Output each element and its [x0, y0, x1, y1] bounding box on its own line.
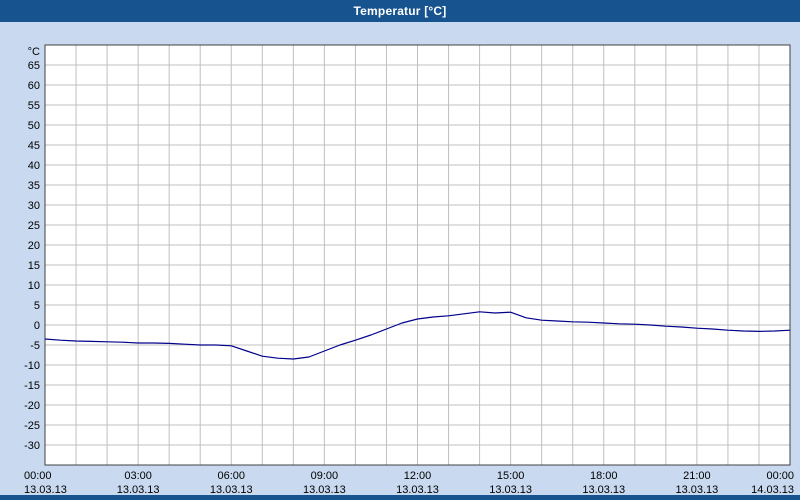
svg-text:00:00: 00:00 — [24, 470, 52, 482]
svg-text:13.03.13: 13.03.13 — [117, 484, 160, 495]
svg-text:25: 25 — [28, 220, 40, 232]
svg-text:15:00: 15:00 — [497, 470, 525, 482]
svg-text:13.03.13: 13.03.13 — [303, 484, 346, 495]
svg-text:12:00: 12:00 — [404, 470, 432, 482]
y-axis-labels: °C65605550454035302520151050-5-10-15-20-… — [24, 46, 40, 452]
svg-text:-10: -10 — [24, 360, 40, 372]
svg-text:15: 15 — [28, 260, 40, 272]
window-title: Temperatur [°C] — [353, 4, 447, 18]
svg-text:55: 55 — [28, 100, 40, 112]
svg-text:13.03.13: 13.03.13 — [396, 484, 439, 495]
svg-text:50: 50 — [28, 120, 40, 132]
svg-text:60: 60 — [28, 80, 40, 92]
svg-text:21:00: 21:00 — [683, 470, 711, 482]
svg-text:13.03.13: 13.03.13 — [210, 484, 253, 495]
chart-grid — [45, 45, 790, 465]
svg-text:18:00: 18:00 — [590, 470, 618, 482]
svg-text:13.03.13: 13.03.13 — [582, 484, 625, 495]
temperature-series-line — [44, 311, 791, 360]
svg-text:30: 30 — [28, 200, 40, 212]
svg-text:03:00: 03:00 — [124, 470, 152, 482]
chart-area: °C 65 60 55 50 45 40 35 30 25 20 15 10 5 0 -5 -10 -15 -20-… — [0, 22, 800, 495]
svg-text:65: 65 — [28, 60, 40, 72]
svg-text:14.03.13: 14.03.13 — [751, 484, 794, 495]
svg-text:-15: -15 — [24, 380, 40, 392]
svg-text:0: 0 — [34, 320, 40, 332]
svg-text:00:00: 00:00 — [766, 470, 794, 482]
svg-text:-30: -30 — [24, 440, 40, 452]
svg-text:40: 40 — [28, 160, 40, 172]
svg-text:20: 20 — [28, 240, 40, 252]
window-bottom-border — [0, 495, 800, 500]
svg-text:35: 35 — [28, 180, 40, 192]
svg-text:10: 10 — [28, 280, 40, 292]
svg-text:13.03.13: 13.03.13 — [489, 484, 532, 495]
window-title-bar[interactable]: Temperatur [°C] — [0, 0, 800, 22]
temperature-line-chart: °C65605550454035302520151050-5-10-15-20-… — [24, 44, 794, 495]
svg-text:5: 5 — [34, 300, 40, 312]
svg-text:-25: -25 — [24, 420, 40, 432]
svg-text:13.03.13: 13.03.13 — [24, 484, 67, 495]
svg-text:06:00: 06:00 — [217, 470, 245, 482]
svg-text:°C: °C — [28, 46, 40, 58]
svg-text:45: 45 — [28, 140, 40, 152]
svg-text:09:00: 09:00 — [311, 470, 339, 482]
x-axis-labels: 00:00 13.03.13 03:00 13.03.13 06:00 13.03.13 0… — [24, 470, 794, 495]
svg-text:-5: -5 — [30, 340, 40, 352]
svg-text:13.03.13: 13.03.13 — [675, 484, 718, 495]
svg-text:-20: -20 — [24, 400, 40, 412]
